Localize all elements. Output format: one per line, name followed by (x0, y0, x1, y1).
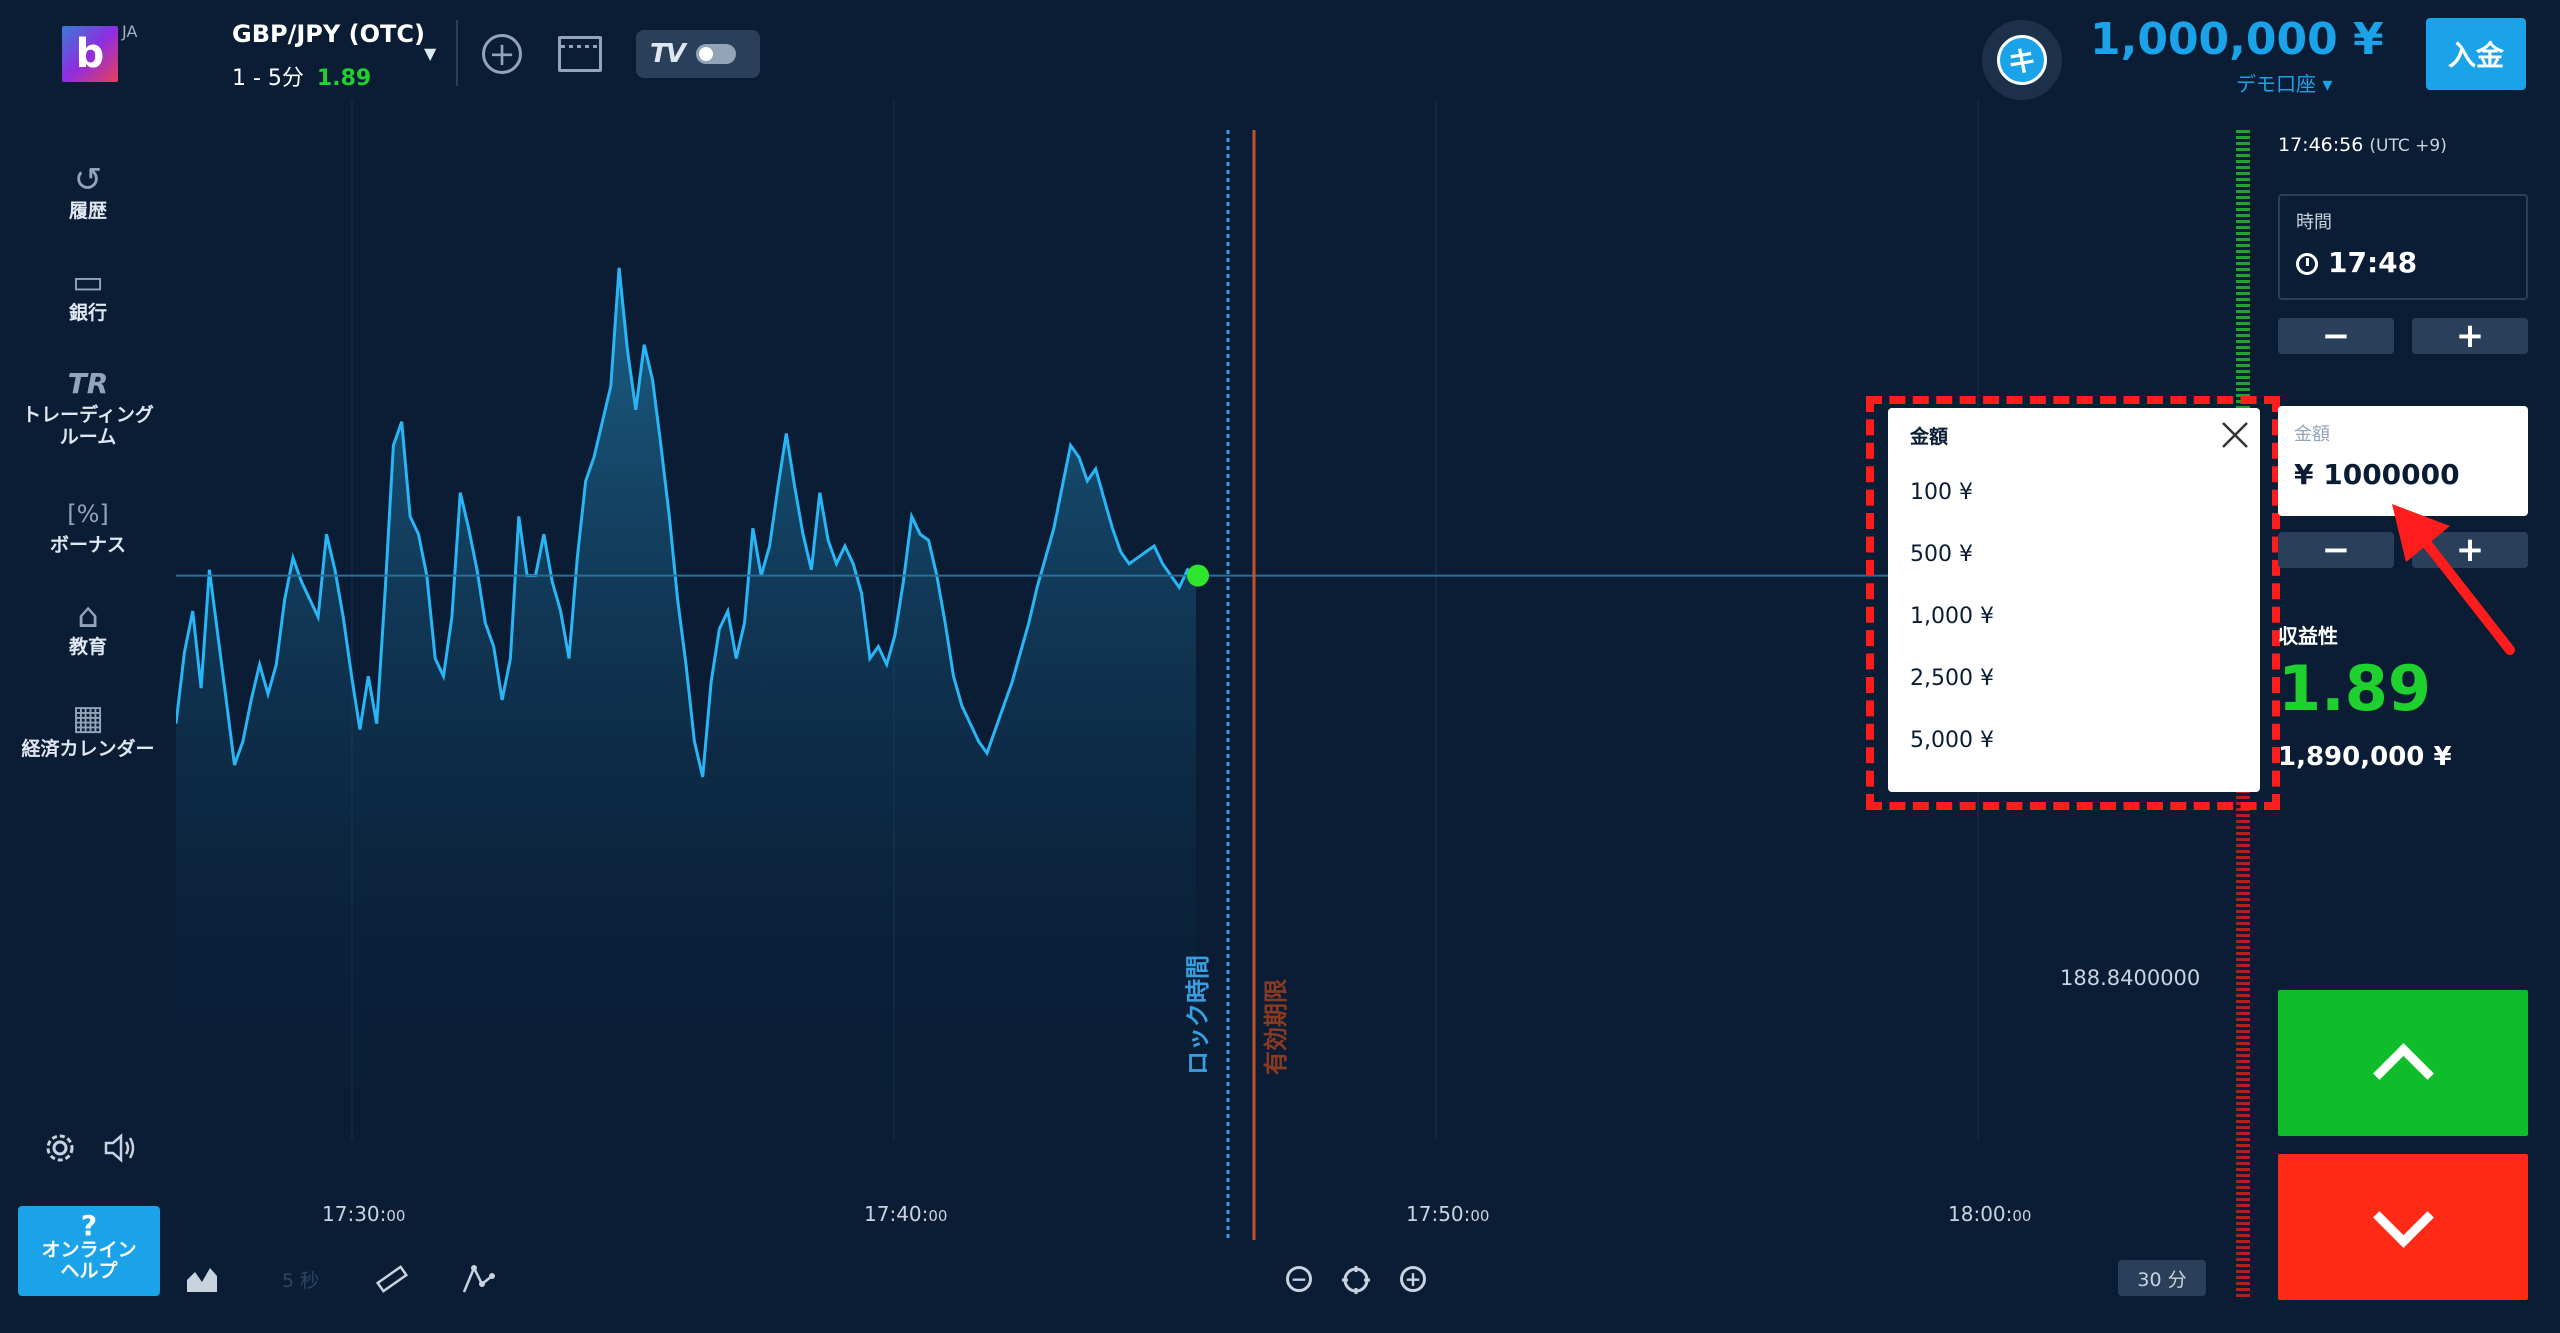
education-icon: ⌂ (77, 596, 99, 636)
sidebar-item-trading-room[interactable]: TR トレーディング ルーム (0, 364, 176, 448)
sidebar-item-calendar[interactable]: ▦ 経済カレンダー (0, 698, 176, 760)
amount-value: ¥ 1000000 (2294, 458, 2460, 491)
time-plus-button[interactable]: + (2412, 316, 2528, 356)
calendar-icon: ▦ (71, 698, 105, 738)
ruler-icon[interactable] (374, 1262, 410, 1296)
dropdown-title: 金額 (1910, 426, 1949, 448)
x-tick-label: 18:00:00 (1948, 1202, 2031, 1226)
sidebar-item-label: ボーナス (49, 534, 126, 556)
amount-option-5000[interactable]: 5,000 ¥ (1910, 728, 1994, 753)
current-time: 17:46:56 (UTC +9) (2278, 134, 2447, 156)
bonus-icon: [%] (67, 500, 109, 528)
profit-multiplier: 1.89 (2278, 652, 2431, 725)
header-divider (456, 20, 458, 86)
amount-option-500[interactable]: 500 ¥ (1910, 542, 1973, 567)
price-chart[interactable]: ロック時間 有効期限 188.8400000 17:30:00 17:40:00 1… (176, 100, 2240, 1280)
price-line (176, 267, 1197, 778)
tradingview-logo-icon: TV (650, 39, 686, 69)
clock-icon (2296, 253, 2318, 275)
asset-pair-subtitle: 1 - 5分 1.89 (232, 60, 371, 92)
asset-pair-title[interactable]: GBP/JPY (OTC) (232, 20, 425, 48)
close-icon[interactable] (2220, 420, 2250, 450)
avatar[interactable]: キ (1982, 20, 2062, 100)
amount-option-2500[interactable]: 2,500 ¥ (1910, 666, 1994, 691)
online-help-button[interactable]: ? オンライン ヘルプ (18, 1206, 160, 1296)
deposit-button[interactable]: 入金 (2426, 18, 2526, 90)
chart-type-icon[interactable] (184, 1262, 220, 1296)
time-minus-button[interactable]: − (2278, 316, 2394, 356)
buy-up-button[interactable] (2278, 990, 2528, 1136)
drawing-tools-icon[interactable] (460, 1262, 496, 1296)
expiry-label: 有効期限 (1262, 979, 1290, 1075)
current-price-readout: 188.8400000 (2060, 966, 2200, 990)
amount-option-100[interactable]: 100 ¥ (1910, 480, 1973, 505)
sidebar-item-label: 銀行 (68, 302, 107, 324)
trading-room-icon: TR (67, 367, 109, 400)
zoom-in-icon[interactable]: + (1400, 1266, 1426, 1292)
amount-caption: 金額 (2294, 424, 2330, 445)
sound-icon[interactable] (102, 1130, 138, 1166)
profit-label: 収益性 (2278, 624, 2338, 648)
sidebar-item-bank[interactable]: ▭ 銀行 (0, 262, 176, 324)
highlight-dashed-frame (1866, 396, 2280, 810)
amount-dropdown: 金額 100 ¥ 500 ¥ 1,000 ¥ 2,500 ¥ 5,000 ¥ (1888, 408, 2260, 792)
amount-field[interactable]: 金額 ¥ 1000000 (2278, 406, 2528, 516)
sidebar-item-history[interactable]: ↺ 履歴 (0, 160, 176, 222)
account-balance: 1,000,000 ¥ (2090, 14, 2384, 65)
add-asset-icon[interactable]: + (482, 34, 522, 74)
x-tick-label: 17:50:00 (1406, 1202, 1489, 1226)
asset-dropdown-icon[interactable]: ▼ (424, 44, 437, 63)
x-tick-label: 17:40:00 (864, 1202, 947, 1226)
amount-option-1000[interactable]: 1,000 ¥ (1910, 604, 1994, 629)
pointer-arrow-icon (2392, 504, 2515, 655)
time-caption: 時間 (2296, 212, 2332, 233)
language-selector[interactable]: JA (122, 22, 138, 41)
expiry-time-field[interactable]: 時間 17:48 (2278, 194, 2528, 300)
time-value-text: 17:48 (2328, 246, 2418, 279)
chevron-down-icon (2372, 1186, 2434, 1248)
zoom-out-icon[interactable]: − (1286, 1266, 1312, 1292)
sell-down-button[interactable] (2278, 1154, 2528, 1300)
toggle-switch-icon (695, 44, 736, 64)
sidebar-item-label: 履歴 (68, 200, 107, 222)
avatar-letter: キ (1997, 35, 2047, 85)
help-question-icon: ? (80, 1209, 98, 1242)
sidebar-item-label: トレーディング ルーム (22, 404, 154, 448)
pair-payout: 1.89 (316, 66, 372, 91)
account-type-selector[interactable]: デモ口座 ▾ (2236, 72, 2333, 96)
x-tick-label: 17:30:00 (322, 1202, 405, 1226)
timeframe-button[interactable]: 30 分 (2118, 1260, 2206, 1296)
lock-time-label: ロック時間 (1184, 955, 1212, 1075)
chart-layout-icon[interactable] (558, 36, 602, 72)
chevron-up-icon (2372, 1042, 2434, 1104)
sidebar-item-label: 教育 (68, 636, 107, 658)
time-value: 17:48 (2296, 246, 2417, 279)
sidebar-item-education[interactable]: ⌂ 教育 (0, 596, 176, 658)
wallet-icon: ▭ (71, 262, 105, 302)
price-area (176, 267, 1196, 1130)
help-label-line1: オンライン (41, 1239, 137, 1261)
pair-timeframe: 1 - 5分 (232, 66, 304, 91)
reset-zoom-icon[interactable] (1340, 1264, 1372, 1296)
profit-amount: 1,890,000 ¥ (2278, 742, 2452, 772)
timeframe-seconds[interactable]: 5 秒 (282, 1270, 320, 1292)
help-label-line2: ヘルプ (60, 1260, 118, 1282)
sidebar-item-bonus[interactable]: [%] ボーナス (0, 494, 176, 556)
amount-minus-button[interactable]: − (2278, 530, 2394, 570)
tradingview-toggle[interactable]: TV (636, 30, 760, 78)
sidebar-item-label: 経済カレンダー (21, 738, 155, 760)
current-price-point (1187, 564, 1209, 587)
broker-logo[interactable]: b (62, 26, 118, 82)
current-time-value: 17:46:56 (2278, 134, 2364, 156)
history-icon: ↺ (73, 160, 103, 200)
timezone-label: (UTC +9) (2369, 136, 2447, 156)
settings-gear-icon[interactable] (42, 1130, 78, 1166)
x-axis: 17:30:00 17:40:00 17:50:00 18:00:00 (322, 1202, 2031, 1226)
